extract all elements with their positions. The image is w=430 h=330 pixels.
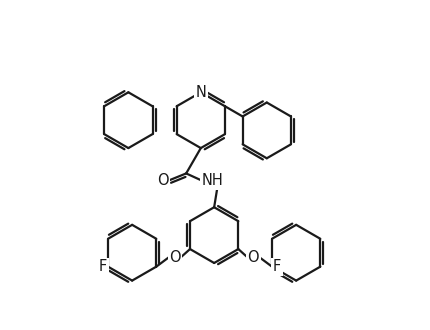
Text: F: F <box>99 259 107 274</box>
Text: O: O <box>247 249 259 265</box>
Text: O: O <box>169 249 181 265</box>
Text: N: N <box>195 85 206 100</box>
Text: O: O <box>157 173 169 188</box>
Text: NH: NH <box>201 173 223 188</box>
Text: F: F <box>273 259 281 274</box>
